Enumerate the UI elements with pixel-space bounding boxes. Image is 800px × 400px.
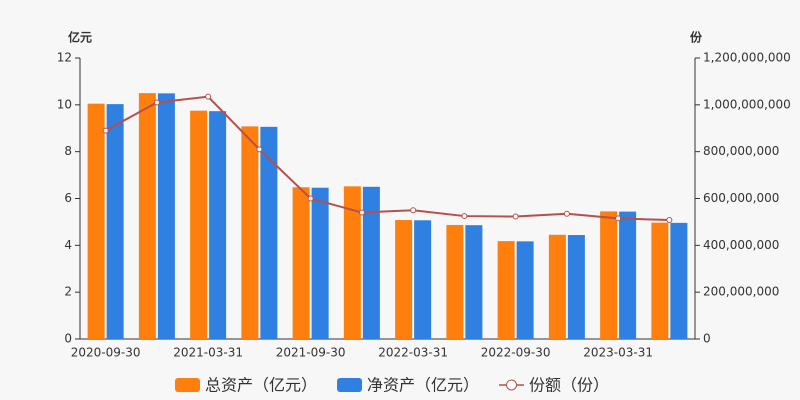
y2-tick-label: 200,000,000 bbox=[703, 285, 779, 299]
line-point bbox=[512, 213, 519, 220]
line-point bbox=[307, 195, 314, 202]
y-tick-label: 6 bbox=[64, 191, 72, 205]
legend-label: 总资产（亿元） bbox=[205, 376, 317, 395]
bar bbox=[548, 234, 566, 339]
y-tick-label: 12 bbox=[57, 51, 72, 65]
y2-tick-label: 800,000,000 bbox=[703, 144, 779, 158]
bar bbox=[87, 103, 105, 339]
bar bbox=[362, 186, 380, 339]
line-point bbox=[666, 217, 673, 224]
line-point bbox=[563, 210, 570, 217]
y-tick-label: 10 bbox=[57, 97, 72, 111]
y2-tick-label: 400,000,000 bbox=[703, 238, 779, 252]
bar bbox=[619, 211, 637, 339]
x-tick-label: 2020-09-30 bbox=[71, 346, 141, 360]
y2-tick-label: 1,200,000,000 bbox=[703, 51, 791, 65]
line-point bbox=[102, 127, 109, 134]
line-point bbox=[153, 99, 160, 106]
y-axis-label: 亿元 bbox=[68, 30, 92, 45]
x-tick-label: 2022-03-31 bbox=[378, 346, 448, 360]
bar bbox=[311, 187, 329, 339]
line-point bbox=[205, 93, 212, 100]
y2-axis-label: 份 bbox=[690, 30, 703, 45]
bar bbox=[567, 235, 585, 339]
y-tick-label: 4 bbox=[64, 238, 72, 252]
y-tick-label: 0 bbox=[64, 332, 72, 346]
bar bbox=[241, 126, 259, 339]
line-point bbox=[615, 215, 622, 222]
bar bbox=[209, 111, 227, 340]
line-point bbox=[410, 207, 417, 214]
line-point bbox=[358, 209, 365, 216]
x-tick-label: 2021-09-30 bbox=[276, 346, 346, 360]
bar bbox=[106, 104, 124, 340]
bar bbox=[465, 225, 483, 339]
y2-tick-label: 1,000,000,000 bbox=[703, 97, 791, 111]
bar bbox=[600, 211, 618, 339]
x-tick-label: 2023-03-31 bbox=[583, 346, 653, 360]
y2-tick-label: 0 bbox=[703, 332, 711, 346]
x-tick-label: 2021-03-31 bbox=[173, 346, 243, 360]
bar bbox=[190, 110, 208, 339]
line-point bbox=[461, 213, 468, 220]
y-tick-label: 8 bbox=[64, 144, 72, 158]
y2-tick-label: 600,000,000 bbox=[703, 191, 779, 205]
bar bbox=[157, 93, 175, 340]
legend: 总资产（亿元） 净资产（亿元） 份额（份） bbox=[175, 376, 609, 395]
bar bbox=[516, 241, 534, 339]
bar bbox=[343, 186, 361, 339]
bar bbox=[260, 126, 278, 339]
bar bbox=[651, 222, 669, 339]
legend-swatch bbox=[175, 378, 200, 392]
legend-swatch bbox=[337, 378, 363, 392]
bar bbox=[395, 220, 413, 339]
bar bbox=[446, 224, 464, 339]
bar bbox=[670, 222, 688, 339]
legend-label: 份额（份） bbox=[529, 376, 609, 395]
bar bbox=[292, 187, 310, 339]
line bbox=[105, 95, 670, 222]
bar bbox=[497, 241, 515, 339]
bar bbox=[138, 93, 156, 339]
x-tick-label: 2022-09-30 bbox=[481, 346, 551, 360]
bar bbox=[414, 220, 432, 339]
legend-swatch bbox=[506, 379, 518, 391]
legend-label: 净资产（亿元） bbox=[367, 376, 479, 395]
y-tick-label: 2 bbox=[64, 285, 72, 299]
line-point bbox=[256, 146, 263, 153]
